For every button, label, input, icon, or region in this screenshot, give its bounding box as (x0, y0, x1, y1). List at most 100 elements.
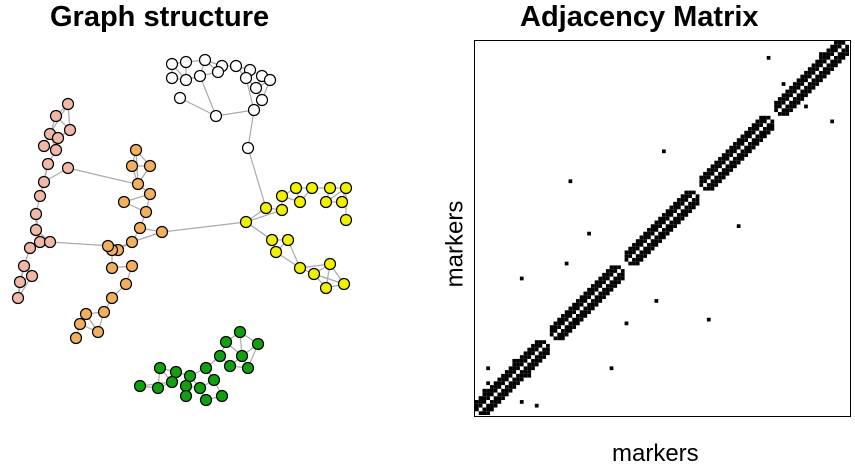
matrix-cell (710, 168, 715, 172)
matrix-cell (744, 134, 749, 139)
matrix-cell (811, 85, 816, 90)
matrix-cell (557, 336, 562, 341)
matrix-cell (721, 156, 726, 161)
matrix-cell (826, 48, 831, 53)
matrix-cell (789, 89, 793, 94)
matrix-cell (781, 100, 786, 105)
matrix-cell (665, 213, 670, 217)
matrix-cell (493, 388, 498, 393)
matrix-cell (736, 153, 741, 157)
matrix-cell (632, 250, 636, 255)
matrix-cell (740, 153, 745, 157)
matrix-cell (587, 302, 591, 307)
matrix-cell (553, 325, 558, 329)
matrix-cell (650, 246, 655, 251)
matrix-cell (572, 317, 576, 322)
matrix-cell (740, 156, 745, 161)
matrix-cell (781, 97, 786, 101)
graph-node-white (165, 71, 179, 85)
matrix-cell (561, 317, 565, 322)
matrix-cell (493, 396, 498, 401)
matrix-cell (725, 156, 730, 161)
matrix-cell (830, 67, 835, 71)
matrix-cell (789, 100, 793, 105)
matrix-cell (718, 175, 722, 180)
matrix-cell (572, 306, 576, 311)
matrix-cell (781, 108, 786, 113)
matrix-cell (680, 213, 685, 217)
matrix-cell (710, 179, 715, 184)
matrix-cell (602, 295, 606, 300)
matrix-cell (815, 67, 820, 71)
graph-node-yellow (269, 245, 283, 259)
matrix-cell (770, 123, 775, 128)
matrix-cell (609, 287, 614, 292)
matrix-cell (755, 127, 760, 131)
graph-node-white (179, 73, 193, 87)
matrix-cell (617, 265, 621, 270)
matrix-cell (516, 373, 520, 378)
matrix-cell (800, 74, 805, 79)
matrix-cell (662, 228, 666, 232)
matrix-cell (542, 351, 547, 356)
matrix-cell (777, 104, 782, 109)
matrix-cell (800, 78, 805, 83)
graph-node-yellow (275, 189, 289, 203)
matrix-cell (583, 314, 588, 318)
matrix-cell (673, 224, 677, 228)
matrix-cell (744, 145, 749, 150)
matrix-cell (706, 171, 711, 176)
graph-node-orange (105, 261, 119, 275)
matrix-cell (792, 97, 797, 101)
matrix-cell (654, 228, 659, 232)
matrix-cell (654, 220, 659, 225)
matrix-cell (751, 145, 756, 150)
matrix-cell (841, 48, 846, 53)
matrix-cell (538, 355, 543, 359)
matrix-cell (531, 351, 535, 356)
matrix-cell (587, 231, 591, 236)
adjacency-matrix-title: Adjacency Matrix (520, 1, 759, 33)
graph-node-salmon (49, 109, 63, 123)
matrix-cell (561, 336, 565, 341)
matrix-cell (834, 59, 838, 64)
matrix-cell (478, 396, 483, 401)
matrix-cell (486, 392, 490, 397)
matrix-cell (575, 299, 580, 303)
graph-node-salmon (23, 241, 37, 255)
graph-node-yellow (293, 195, 307, 209)
matrix-cell (785, 93, 790, 98)
matrix-cell (774, 108, 778, 113)
matrix-cell (632, 246, 636, 251)
matrix-cell (497, 400, 502, 404)
matrix-cell (650, 239, 655, 243)
matrix-cell (706, 175, 711, 180)
matrix-cell (557, 321, 562, 326)
matrix-cell (691, 205, 696, 210)
graph-node-yellow (259, 201, 273, 215)
matrix-cell (512, 358, 517, 363)
graph-edge (245, 209, 283, 223)
matrix-cell (632, 257, 636, 262)
matrix-cell (590, 302, 595, 307)
matrix-cell (837, 44, 842, 49)
matrix-cell (598, 276, 603, 281)
graph-node-green (199, 361, 213, 375)
matrix-cell (605, 269, 610, 273)
graph-node-orange (133, 221, 147, 235)
graph-node-green (133, 379, 147, 393)
matrix-cell (807, 89, 812, 94)
matrix-cell (564, 325, 569, 329)
matrix-cell (777, 97, 782, 101)
matrix-cell (777, 100, 782, 105)
matrix-cell (639, 254, 644, 258)
matrix-cell (777, 112, 782, 116)
graph-node-yellow (275, 203, 289, 217)
matrix-cell (557, 317, 562, 322)
matrix-cell (489, 388, 494, 393)
matrix-cell (785, 97, 790, 101)
matrix-cell (736, 145, 741, 150)
graph-node-white (247, 103, 261, 117)
matrix-cell (482, 407, 487, 412)
matrix-cell (748, 149, 752, 154)
